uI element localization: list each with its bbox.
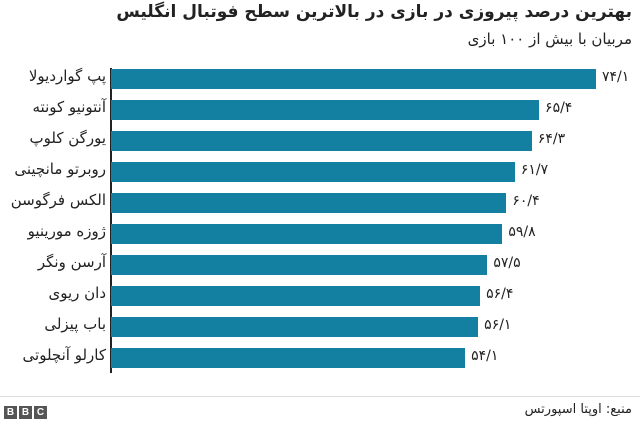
value-label: ۵۴/۱	[471, 348, 499, 364]
bar-row: روبرتو مانچینی ۶۱/۷	[0, 160, 640, 182]
bar	[111, 100, 540, 120]
bar	[111, 286, 481, 306]
bar-row: باب پیزلی ۵۶/۱	[0, 315, 640, 337]
bbc-logo-letter: C	[34, 406, 47, 419]
bar	[111, 317, 479, 337]
bar-row: آنتونیو کونته ۶۵/۴	[0, 98, 640, 120]
bbc-logo-letter: B	[4, 406, 17, 419]
chart-subtitle: مربیان با بیش از ۱۰۰ بازی	[467, 30, 632, 48]
category-label: آنتونیو کونته	[32, 98, 106, 116]
category-label: الکس فرگوسن	[10, 191, 106, 209]
value-label: ۶۱/۷	[520, 162, 549, 178]
value-label: ۵۹/۸	[508, 224, 536, 240]
category-label: آرسن ونگر	[37, 253, 106, 271]
bar-row: دان ریوی ۵۶/۴	[0, 284, 640, 306]
bar	[111, 193, 507, 213]
bar	[111, 224, 503, 244]
bbc-logo-letter: B	[19, 406, 32, 419]
category-label: دان ریوی	[48, 284, 106, 302]
category-label: یورگن کلوپ	[29, 129, 106, 147]
footer-divider	[0, 396, 640, 397]
bar-row: آرسن ونگر ۵۷/۵	[0, 253, 640, 275]
y-axis-line	[110, 68, 112, 373]
value-label: ۶۰/۴	[512, 193, 540, 209]
value-label: ۷۴/۱	[602, 69, 630, 85]
bar-chart: پپ گواردیولا ۷۴/۱ آنتونیو کونته ۶۵/۴ یورگن ک…	[0, 67, 640, 373]
bar-row: پپ گواردیولا ۷۴/۱	[0, 67, 640, 89]
bar-row: ژوزه مورینیو ۵۹/۸	[0, 222, 640, 244]
bar-row: یورگن کلوپ ۶۴/۳	[0, 129, 640, 151]
value-label: ۵۷/۵	[493, 255, 521, 271]
bar	[111, 69, 596, 89]
bar	[111, 255, 488, 275]
bar	[111, 348, 466, 368]
category-label: باب پیزلی	[44, 315, 106, 333]
source-note: منبع: اوپتا اسپورتس	[524, 402, 632, 417]
value-label: ۵۶/۴	[486, 286, 514, 302]
bar-row: الکس فرگوسن ۶۰/۴	[0, 191, 640, 213]
value-label: ۶۴/۳	[537, 131, 566, 147]
category-label: پپ گواردیولا	[28, 67, 106, 85]
value-label: ۶۵/۴	[545, 100, 573, 116]
bar	[111, 131, 532, 151]
bar	[111, 162, 515, 182]
category-label: ژوزه مورینیو	[27, 222, 106, 240]
bar-row: کارلو آنچلوتی ۵۴/۱	[0, 346, 640, 368]
chart-title: بهترین درصد پیروزی در بازی در بالاترین س…	[116, 2, 632, 22]
category-label: روبرتو مانچینی	[14, 160, 106, 178]
category-label: کارلو آنچلوتی	[22, 346, 106, 364]
bbc-logo: B B C	[4, 406, 47, 419]
value-label: ۵۶/۱	[484, 317, 512, 333]
